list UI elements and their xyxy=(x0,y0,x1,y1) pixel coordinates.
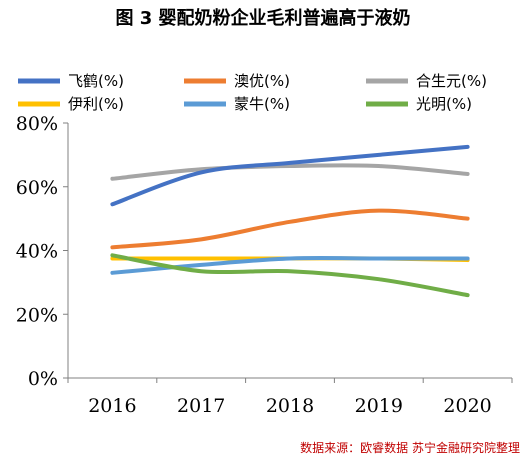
legend-label: 澳优(%) xyxy=(234,72,290,90)
x-tick-label: 2016 xyxy=(88,395,136,417)
source-note: 数据来源：欧睿数据 苏宁金融研究院整理 xyxy=(300,440,520,455)
y-tick-label: 40% xyxy=(16,241,58,263)
series-line-0 xyxy=(110,144,470,207)
legend-label: 蒙牛(%) xyxy=(234,95,290,113)
legend-label: 伊利(%) xyxy=(68,95,124,113)
y-tick-label: 0% xyxy=(28,368,58,390)
legend-label: 合生元(%) xyxy=(416,72,487,90)
x-tick-label: 2017 xyxy=(177,395,225,417)
y-tick-label: 20% xyxy=(16,304,58,326)
x-tick-label: 2019 xyxy=(355,395,403,417)
series-line-2 xyxy=(110,163,470,181)
legend-label: 光明(%) xyxy=(416,95,472,113)
x-tick-label: 2020 xyxy=(443,395,491,417)
series-lines xyxy=(110,144,470,298)
chart-title: 图 3 婴配奶粉企业毛利普遍高于液奶 xyxy=(115,7,410,29)
y-tick-label: 80% xyxy=(16,113,58,135)
y-tick-label: 60% xyxy=(16,177,58,199)
legend: 飞鹤(%) 澳优(%) 合生元(%) 伊利(%) 蒙牛(%) 光明(%) xyxy=(18,72,487,113)
x-tick-label: 2018 xyxy=(266,395,314,417)
series-line-1 xyxy=(110,208,470,250)
series-line-5 xyxy=(110,253,470,298)
axes: 0% 20% 40% 60% 80% 2016 2017 2018 2019 2020 xyxy=(16,113,513,417)
legend-label: 飞鹤(%) xyxy=(68,72,124,90)
